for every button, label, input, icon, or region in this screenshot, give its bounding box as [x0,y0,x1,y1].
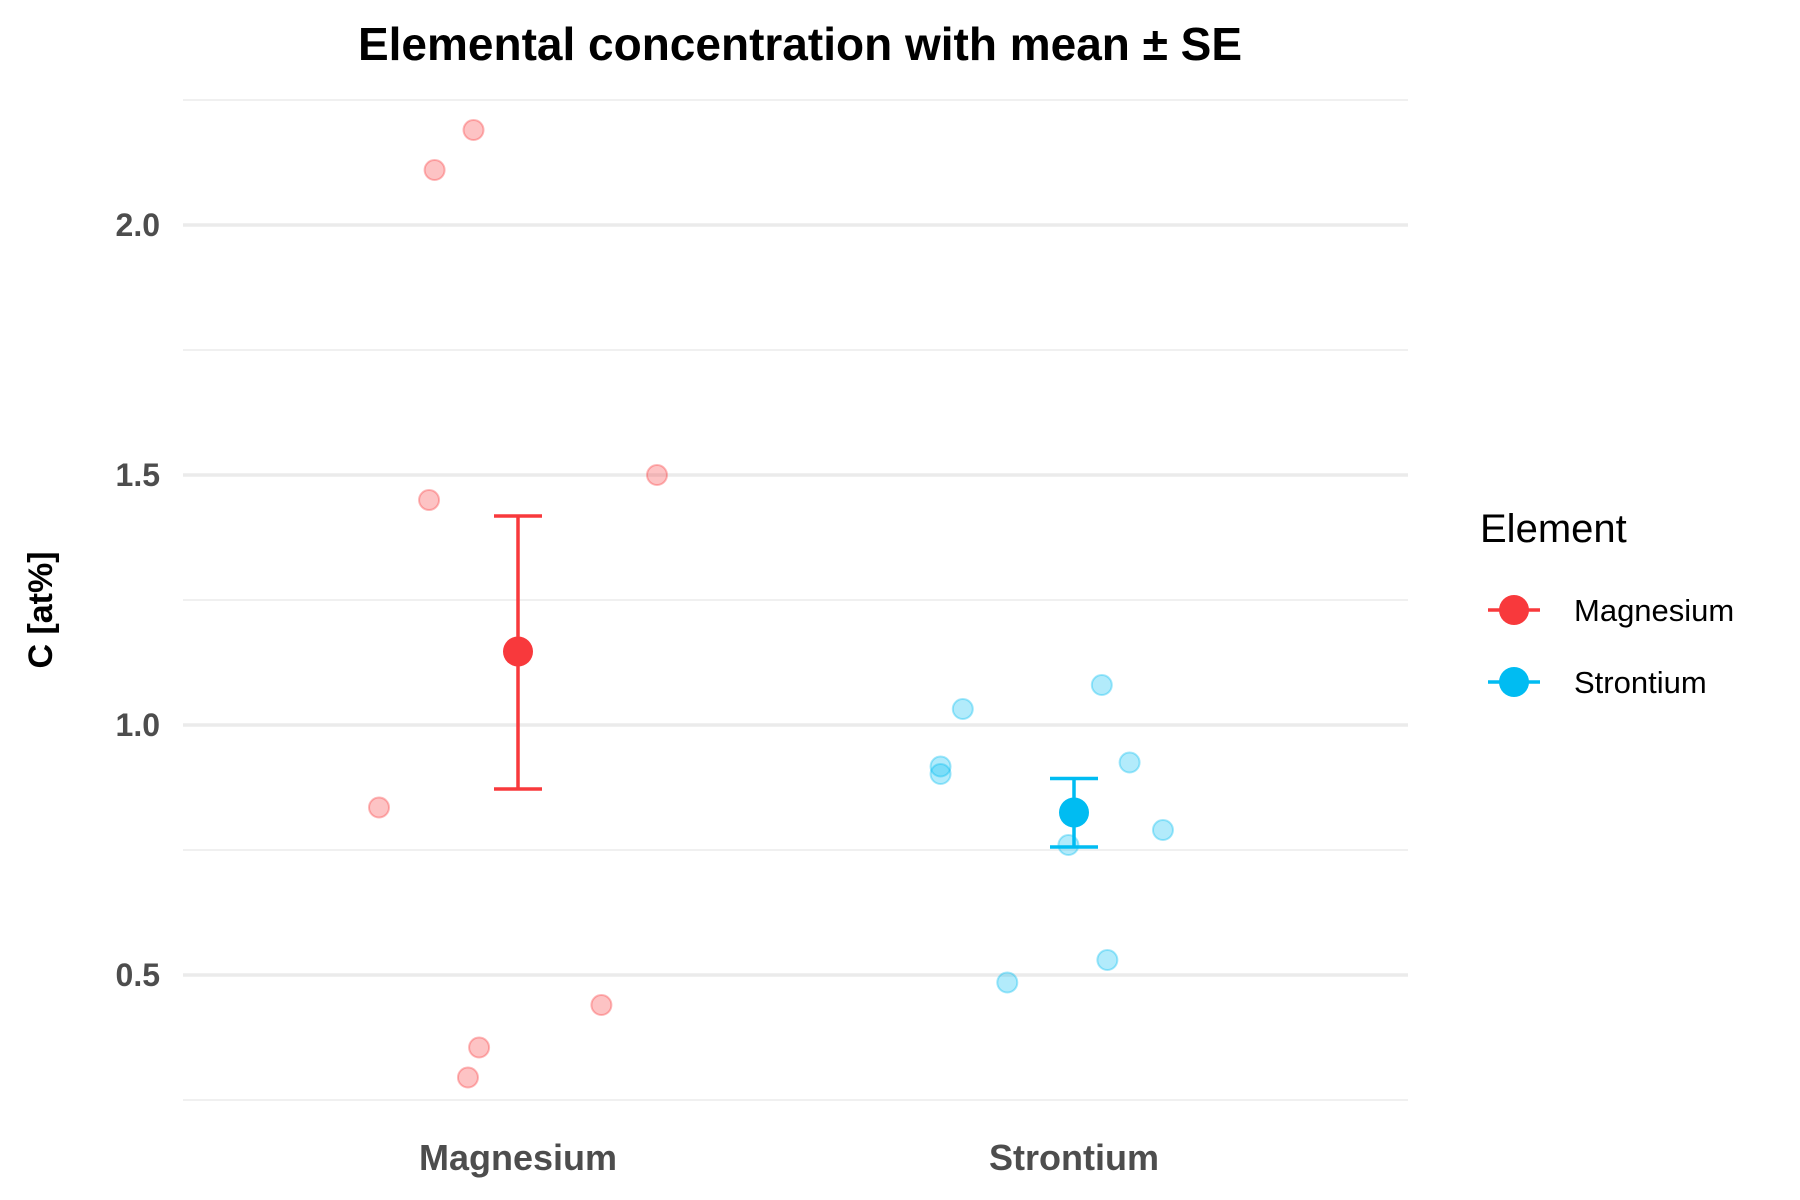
mean-se-markers [494,514,1098,849]
legend-title: Element [1480,507,1627,551]
data-point [1118,751,1141,774]
data-point [1151,819,1174,841]
y-axis-label: C [at%] [22,551,60,668]
x-tick-label: Magnesium [419,1137,617,1178]
data-point [929,755,952,778]
data-point [456,1066,479,1089]
legend-label: Strontium [1574,665,1707,700]
gridlines [183,99,1408,1101]
legend-key-point [1499,667,1529,697]
data-point [418,489,441,511]
data-points [368,119,1174,1089]
data-point [462,119,485,141]
x-tick-labels: Magnesium Strontium [419,1137,1159,1178]
data-point [951,698,974,720]
y-tick-label: 0.5 [116,957,160,993]
data-point [929,763,952,785]
y-tick-labels: 0.5 1.0 1.5 2.0 [116,207,160,993]
y-tick-label: 1.5 [116,457,160,493]
legend: Element Magnesium Strontium [1480,507,1734,700]
data-point [646,464,668,486]
data-point [468,1036,491,1059]
data-point [368,796,390,819]
data-point [590,994,613,1016]
y-tick-label: 2.0 [116,207,160,243]
y-tick-label: 1.0 [116,707,160,743]
data-point [423,159,446,181]
mean-point [1059,797,1089,828]
x-tick-label: Strontium [989,1137,1159,1178]
legend-label: Magnesium [1574,593,1734,628]
chart-title: Elemental concentration with mean ± SE [358,18,1242,70]
data-point [996,971,1019,994]
mean-point [503,636,533,667]
data-point [1096,949,1119,971]
data-point [1090,674,1113,696]
legend-key-point [1499,595,1529,625]
